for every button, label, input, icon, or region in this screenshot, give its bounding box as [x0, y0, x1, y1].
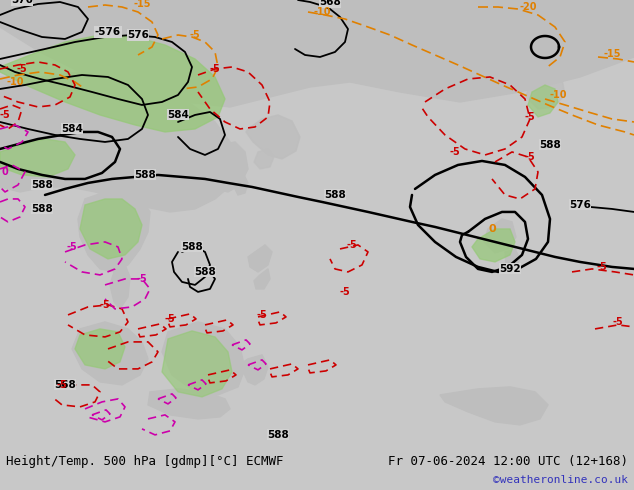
Text: -576: -576	[95, 27, 121, 37]
Text: -10: -10	[313, 7, 331, 17]
Polygon shape	[0, 69, 240, 212]
Text: -5: -5	[257, 310, 268, 320]
Text: -5: -5	[136, 274, 147, 284]
Polygon shape	[246, 115, 300, 159]
Text: -5: -5	[56, 380, 67, 390]
Polygon shape	[0, 139, 75, 177]
Text: Height/Temp. 500 hPa [gdmp][°C] ECMWF: Height/Temp. 500 hPa [gdmp][°C] ECMWF	[6, 455, 283, 468]
Text: -10: -10	[6, 77, 23, 87]
Polygon shape	[72, 322, 148, 385]
Polygon shape	[0, 35, 225, 132]
Polygon shape	[234, 175, 248, 195]
Text: -5: -5	[0, 110, 10, 120]
Text: -5: -5	[612, 317, 623, 327]
Text: -5: -5	[524, 112, 535, 122]
Text: 588: 588	[194, 267, 216, 277]
Polygon shape	[198, 142, 248, 192]
Text: 588: 588	[324, 190, 346, 200]
Text: -5: -5	[347, 240, 358, 250]
Text: Fr 07-06-2024 12:00 UTC (12+168): Fr 07-06-2024 12:00 UTC (12+168)	[388, 455, 628, 468]
Text: -5: -5	[450, 147, 460, 157]
Polygon shape	[78, 189, 150, 272]
Polygon shape	[254, 149, 274, 169]
Polygon shape	[248, 245, 272, 272]
Text: ©weatheronline.co.uk: ©weatheronline.co.uk	[493, 475, 628, 485]
Polygon shape	[242, 355, 268, 385]
Text: 588: 588	[31, 204, 53, 214]
Text: 576: 576	[127, 30, 149, 40]
Text: 576: 576	[569, 200, 591, 210]
Polygon shape	[254, 269, 270, 289]
Text: -5: -5	[165, 314, 176, 324]
Text: 576: 576	[11, 0, 33, 5]
Text: -5: -5	[67, 242, 77, 252]
Polygon shape	[110, 265, 130, 309]
Text: 584: 584	[167, 110, 189, 120]
Text: 588: 588	[539, 140, 561, 150]
Text: -5: -5	[340, 287, 351, 297]
Text: 568: 568	[54, 380, 76, 390]
Text: 588: 588	[267, 430, 289, 440]
Text: 588: 588	[134, 170, 156, 180]
Text: -5: -5	[210, 64, 221, 74]
Polygon shape	[440, 387, 548, 425]
Text: -5: -5	[597, 262, 607, 272]
Polygon shape	[528, 85, 558, 117]
Polygon shape	[162, 331, 232, 397]
Text: -15: -15	[133, 0, 151, 9]
Text: -15: -15	[603, 49, 621, 59]
Polygon shape	[472, 229, 515, 262]
Text: -20: -20	[519, 2, 537, 12]
Polygon shape	[484, 219, 516, 253]
Text: 588: 588	[181, 242, 203, 252]
Text: 584: 584	[61, 124, 83, 134]
Polygon shape	[505, 249, 520, 269]
Text: -10: -10	[549, 90, 567, 100]
Polygon shape	[80, 199, 142, 259]
Text: 588: 588	[31, 180, 53, 190]
Text: 568: 568	[319, 0, 341, 7]
Text: 592: 592	[499, 264, 521, 274]
Text: 0: 0	[488, 224, 496, 234]
Polygon shape	[526, 75, 565, 109]
Text: -5: -5	[190, 30, 200, 40]
Polygon shape	[0, 0, 634, 107]
Text: -5: -5	[524, 152, 535, 162]
Text: -5: -5	[100, 300, 110, 310]
Polygon shape	[148, 389, 230, 419]
Polygon shape	[75, 329, 125, 369]
Text: 0: 0	[2, 167, 8, 177]
Polygon shape	[162, 322, 245, 395]
Text: -5: -5	[16, 64, 27, 74]
